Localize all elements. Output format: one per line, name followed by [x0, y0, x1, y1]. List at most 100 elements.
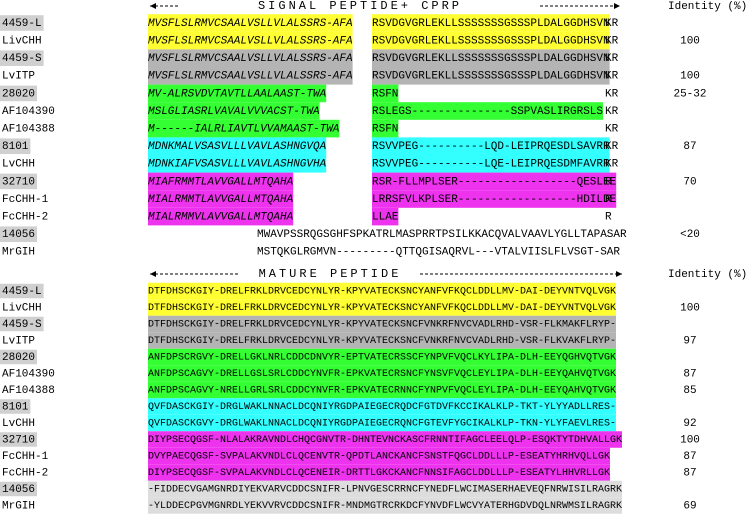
- sequence: RSVDGVGRLEKLLSSSSSSSGSSSPLDALGGDHSVN: [372, 18, 610, 30]
- identity-value: 87: [683, 467, 696, 479]
- identity-value: 87: [683, 451, 696, 463]
- section-header: SIGNAL PEPTIDE+ CPRP: [258, 0, 462, 13]
- row-label: LivCHH: [2, 302, 42, 314]
- sequence: DTFDHSCKGIY-DRELFRKLDRVCEDCYNLYR-KPYVATE…: [148, 336, 616, 347]
- seq-shade: [148, 497, 622, 514]
- seq-shade: [372, 155, 610, 173]
- identity-value: 100: [680, 71, 700, 83]
- sequence: DTFDHSCKGIY-DRELFRKLDRVCEDCYNLYR-KPYVATE…: [148, 287, 616, 298]
- seq-shade: [372, 172, 617, 191]
- seq-shade: [372, 190, 617, 208]
- label-shade: [0, 173, 37, 190]
- sequence: DIYPSECQGSF-NLALAKRAVNDLCHQCGNVTR-DHNTEV…: [148, 435, 622, 446]
- sequence-end: R: [605, 176, 612, 188]
- identity-value: 97: [683, 335, 696, 347]
- sequence: MIAFRMMTLAVVGALLMTQAHA: [148, 176, 294, 188]
- row-label: LvCHH: [2, 159, 35, 171]
- sequence: MVSFLSLRMVCSAALVSLLVLALSSRS-AFA: [148, 53, 353, 65]
- label-shade: [0, 138, 31, 154]
- bottom-header: MATURE PEPTIDE Identity (%): [150, 267, 747, 281]
- label-shade: [0, 85, 37, 102]
- row-label: AF104390: [2, 368, 55, 380]
- sequence: DVYPAECQGSF-SVPALAKVNDLCLQCENVTR-QPDTLAN…: [148, 452, 610, 463]
- sequence: ANFDPSCAGVY-DRELLGSLSRLCDDCYNVFR-EPKVATE…: [148, 369, 616, 380]
- sequence: RSR-FLLMPLSER------------------QESLEE: [372, 176, 617, 188]
- top-header: SIGNAL PEPTIDE+ CPRP Identity (%): [150, 0, 747, 13]
- row-label: 28020: [2, 352, 35, 364]
- row-label: 8101: [2, 141, 29, 153]
- seq-shade: [148, 381, 616, 399]
- seq-shade: [372, 31, 610, 50]
- sequence-end: KR: [605, 106, 619, 118]
- identity-value: 92: [683, 418, 696, 430]
- row-label: FcCHH-2: [2, 212, 48, 224]
- sequence: LLAE: [372, 212, 399, 224]
- seq-shade: [148, 398, 616, 415]
- seq-shade: [372, 102, 603, 120]
- identity-value: 100: [680, 434, 700, 446]
- identity-value: 87: [683, 141, 696, 153]
- sequence: DTFDHSCKGIY-DRELFRKLDRVCEDCYNLYR-KPYVATE…: [148, 320, 616, 331]
- identity-header: Identity (%): [668, 269, 747, 281]
- header-bg: [180, 0, 540, 12]
- sequence: MDNKIAFVSASVLLLVAVLASHNGVHA: [148, 159, 327, 171]
- seq-shade: [148, 137, 327, 155]
- seq-shade: [148, 190, 294, 208]
- seq-shade: [372, 84, 399, 103]
- sequence: MVSFLSLRMVCSAALVSLLVLALSSRS-AFA: [148, 36, 353, 48]
- seq-shade: [148, 102, 320, 120]
- row-label: 8101: [2, 401, 29, 413]
- row-label: 32710: [2, 434, 35, 446]
- seq-shade: [148, 299, 616, 316]
- identity-value: 100: [680, 36, 700, 48]
- sequence: RSVVPEG----------LQE-LEIPRQESDMFAVRR: [372, 159, 610, 171]
- seq-shade: [148, 480, 622, 498]
- identity-value: 87: [683, 368, 696, 380]
- sequence: M------IALRLIAVTLVVAMAAST-TWA: [148, 124, 340, 136]
- sequence: MSLGLIASRLVAVALVVVACST-TWA: [148, 106, 320, 118]
- row-label: MrGIH: [2, 500, 35, 512]
- seq-shade: [148, 464, 610, 481]
- seq-shade: [372, 207, 399, 226]
- seq-shade: [148, 207, 294, 226]
- seq-shade: [148, 49, 353, 67]
- sequence: DTFDHSCKGIY-DRELFRKLDRVCEDCYNLYR-KPYVATE…: [148, 303, 616, 314]
- sequence: LRRSFVLKPLSER------------------HDILDE: [372, 194, 617, 206]
- sequence: MWAVPSSRQGSGHFSPKATRLMASPRRTPSILKKACQVAL…: [257, 229, 627, 241]
- sequence: DIYPSECQGSF-SVPALAKVNDLCLQCENEIR-DRTTLGK…: [148, 468, 610, 479]
- section-header: MATURE PEPTIDE: [259, 267, 402, 281]
- seq-shade: [148, 84, 327, 103]
- row-label: 32710: [2, 176, 35, 188]
- seq-shade: [148, 348, 616, 366]
- seq-shade: [148, 172, 294, 191]
- identity-value: 25-32: [673, 88, 706, 100]
- identity-value: 85: [683, 385, 696, 397]
- seq-shade: [148, 365, 616, 382]
- sequence: RSVDGVGRLEKLLSSSSSSSGSSSPLDALGGDHSVN: [372, 53, 610, 65]
- seq-shade: [148, 414, 616, 432]
- sequence: RSFN: [372, 88, 398, 100]
- header-bg: [240, 268, 420, 280]
- sequence: -YLDDECPGVMGNRDLYEKVVRVCDDCSNIFR-MNDMGTR…: [148, 501, 622, 512]
- row-label: AF104388: [2, 385, 55, 397]
- row-label: MrGIH: [2, 247, 35, 259]
- seq-shade: [148, 332, 616, 349]
- row-label: 4459-S: [2, 53, 42, 65]
- seq-shade: [372, 49, 610, 67]
- sequence-end: R: [605, 194, 612, 206]
- row-label: 14056: [2, 484, 35, 496]
- sequence: MSTQKGLRGMVN---------QTTQGISAQRVL---VTAL…: [257, 247, 620, 259]
- identity-value: 70: [683, 176, 696, 188]
- label-shade: [0, 349, 37, 365]
- label-shade: [0, 399, 31, 414]
- label-shade: [0, 283, 44, 299]
- seq-shade: [148, 119, 340, 138]
- row-label: LvCHH: [2, 418, 35, 430]
- sequence: -FIDDECVGAMGNRDIYEKVARVCDDCSNIFR-LPNVGES…: [148, 485, 622, 496]
- sequence-end: KR: [605, 141, 619, 153]
- seq-shade: [148, 315, 616, 333]
- row-label: LivCHH: [2, 36, 42, 48]
- sequence-end: KR: [605, 18, 619, 30]
- label-shade: [0, 481, 37, 497]
